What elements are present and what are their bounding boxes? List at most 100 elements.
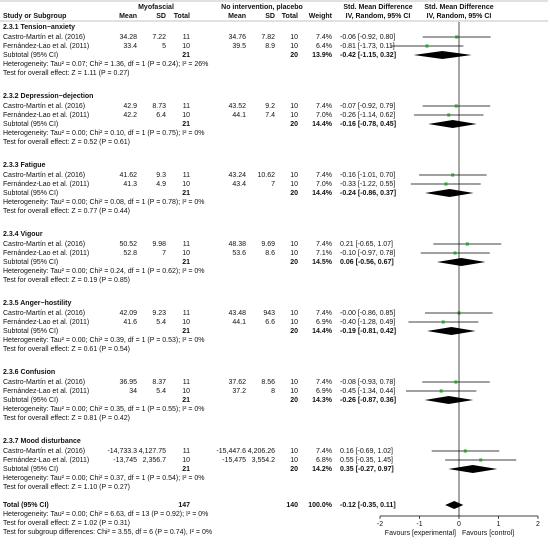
study-name: Fernández-Lao et al. (2011) bbox=[3, 43, 89, 50]
exp-cell: 9.98 bbox=[152, 241, 166, 248]
ctl-cell: 10 bbox=[290, 448, 298, 455]
exp-cell: 41.62 bbox=[119, 172, 137, 179]
weight: 6.9% bbox=[316, 388, 332, 395]
ctl-cell: 44.1 bbox=[232, 112, 246, 119]
exp-cell: 4.9 bbox=[156, 181, 166, 188]
ctl-cell: 10 bbox=[290, 310, 298, 317]
exp-cell: 10 bbox=[182, 181, 190, 188]
effect-square bbox=[439, 389, 443, 393]
ctl-cell: 8.56 bbox=[261, 379, 275, 386]
effect-square bbox=[454, 104, 458, 108]
ctl-cell: 39.5 bbox=[232, 43, 246, 50]
heterogeneity: Heterogeneity: Tau² = 0.00; Chi² = 0.08,… bbox=[3, 199, 205, 206]
exp-cell: 4,127.75 bbox=[139, 448, 166, 455]
subtotal-exp: 21 bbox=[182, 328, 190, 335]
x-tick-label: -1 bbox=[416, 521, 422, 528]
subtotal-weight: 13.9% bbox=[312, 52, 333, 59]
ctl-cell: 34.76 bbox=[228, 34, 246, 41]
favours-left: Favours [experimental] bbox=[385, 530, 456, 537]
x-tick-label: 2 bbox=[536, 521, 540, 528]
group-exp-header: Myofascial bbox=[138, 4, 174, 11]
exp-cell: 11 bbox=[183, 172, 190, 179]
overall-test: Test for overall effect: Z = 0.61 (P = 0… bbox=[3, 346, 130, 353]
subtotal-ctl: 20 bbox=[290, 466, 298, 473]
heterogeneity: Heterogeneity: Tau² = 0.07; Chi² = 1.36,… bbox=[3, 61, 208, 68]
ctl-cell: 10 bbox=[290, 112, 298, 119]
effect-label: -0.16 [-1.01, 0.70] bbox=[340, 172, 395, 179]
summary-diamond bbox=[445, 501, 464, 509]
exp-cell: 6.4 bbox=[156, 112, 166, 119]
exp-cell: 9.23 bbox=[152, 310, 166, 317]
ctl-cell: 10 bbox=[290, 181, 298, 188]
ctl-cell: 3,554.2 bbox=[252, 457, 275, 464]
study-header: Study or Subgroup bbox=[3, 13, 66, 20]
study-name: Castro-Martín et al. (2016) bbox=[3, 379, 85, 386]
subtotal-weight: 14.4% bbox=[312, 328, 333, 335]
exp-cell: 8.37 bbox=[152, 379, 166, 386]
effect-square bbox=[453, 251, 457, 255]
overall-test: Test for overall effect: Z = 1.10 (P = 0… bbox=[3, 484, 130, 491]
exp-cell: 5 bbox=[162, 43, 166, 50]
group-ctl-header: No intervention, placebo bbox=[221, 4, 303, 11]
exp-cell: 11 bbox=[183, 34, 190, 41]
subtotal-exp: 21 bbox=[182, 397, 190, 404]
effect-label: -0.06 [-0.92, 0.80] bbox=[340, 34, 395, 41]
ctl-cell: 37.62 bbox=[228, 379, 246, 386]
exp-cell: 11 bbox=[183, 310, 190, 317]
ctl-cell: 7.4 bbox=[265, 112, 275, 119]
weight: 7.1% bbox=[316, 250, 332, 257]
summary-diamond bbox=[424, 396, 474, 404]
effect-square bbox=[463, 449, 467, 453]
exp-cell: 10 bbox=[182, 43, 190, 50]
study-name: Castro-Martín et al. (2016) bbox=[3, 448, 85, 455]
ctl-cell: 44.1 bbox=[232, 319, 246, 326]
subtotal-ctl: 20 bbox=[290, 397, 298, 404]
subtotal-label: Subtotal (95% CI) bbox=[3, 466, 58, 473]
exp-cell: 2,356.7 bbox=[143, 457, 166, 464]
exp-cell: 7 bbox=[162, 250, 166, 257]
subtotal-weight: 14.3% bbox=[312, 397, 333, 404]
exp-cell: 34.28 bbox=[119, 34, 137, 41]
exp-cell: 50.52 bbox=[119, 241, 137, 248]
exp-cell: 10 bbox=[182, 319, 190, 326]
total-effect: -0.12 [-0.35, 0.11] bbox=[340, 502, 396, 509]
weight: 6.4% bbox=[316, 43, 332, 50]
column-header: SD bbox=[265, 13, 275, 20]
weight: 7.0% bbox=[316, 181, 332, 188]
ctl-cell: 8 bbox=[271, 388, 275, 395]
weight: 7.4% bbox=[316, 103, 332, 110]
exp-cell: 9.3 bbox=[156, 172, 166, 179]
subtotal-effect: 0.35 [-0.27, 0.97] bbox=[340, 466, 394, 473]
subtotal-effect: -0.24 [-0.86, 0.37] bbox=[340, 190, 396, 197]
exp-cell: 34 bbox=[129, 388, 137, 395]
ctl-cell: 10 bbox=[290, 172, 298, 179]
subtotal-ctl: 20 bbox=[290, 259, 298, 266]
ctl-cell: 10 bbox=[290, 457, 298, 464]
effect-square bbox=[447, 113, 451, 117]
subtotal-label: Subtotal (95% CI) bbox=[3, 328, 58, 335]
ctl-cell: 7.82 bbox=[261, 34, 275, 41]
subtotal-label: Subtotal (95% CI) bbox=[3, 52, 58, 59]
ctl-cell: 10 bbox=[290, 241, 298, 248]
exp-cell: 42.9 bbox=[123, 103, 137, 110]
exp-cell: 42.2 bbox=[123, 112, 137, 119]
overall-test: Test for overall effect: Z = 0.19 (P = 0… bbox=[3, 277, 130, 284]
effect-label: -0.26 [-1.14, 0.62] bbox=[340, 112, 395, 119]
exp-cell: 11 bbox=[183, 103, 190, 110]
effect-label: -0.45 [-1.34, 0.44] bbox=[340, 388, 395, 395]
ctl-cell: -15,447.6 bbox=[216, 448, 246, 455]
column-header: Total bbox=[282, 13, 298, 20]
x-tick-label: 1 bbox=[497, 521, 501, 528]
effect-method: IV, Random, 95% CI bbox=[346, 13, 411, 20]
exp-cell: 10 bbox=[182, 388, 190, 395]
total-weight: 100.0% bbox=[308, 502, 333, 509]
column-header: Mean bbox=[228, 13, 246, 20]
effect-title: Std. Mean Difference bbox=[343, 4, 412, 11]
study-name: Castro-Martín et al. (2016) bbox=[3, 172, 85, 179]
subgroup-title: 2.3.1 Tension−anxiety bbox=[3, 24, 75, 31]
effect-square bbox=[465, 242, 469, 246]
ctl-cell: 10 bbox=[290, 250, 298, 257]
subtotal-effect: -0.42 [-1.15, 0.32] bbox=[340, 52, 396, 59]
exp-cell: 52.8 bbox=[123, 250, 137, 257]
plot-title: Std. Mean Difference bbox=[424, 4, 493, 11]
